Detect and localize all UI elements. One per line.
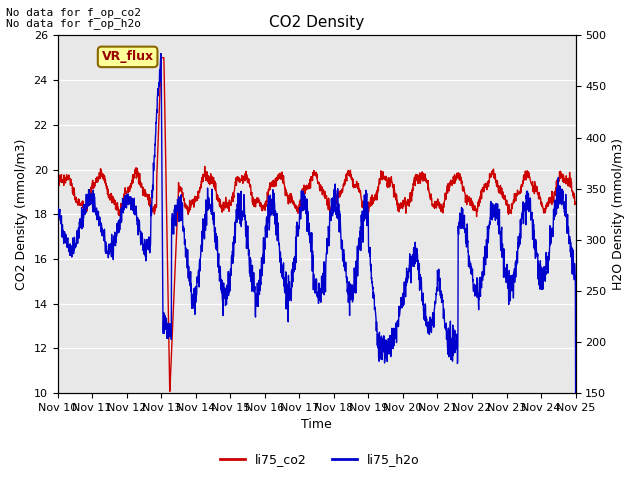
Title: CO2 Density: CO2 Density xyxy=(269,15,364,30)
Y-axis label: CO2 Density (mmol/m3): CO2 Density (mmol/m3) xyxy=(15,139,28,290)
Y-axis label: H2O Density (mmol/m3): H2O Density (mmol/m3) xyxy=(612,138,625,290)
Text: No data for f_op_h2o: No data for f_op_h2o xyxy=(6,18,141,29)
Text: VR_flux: VR_flux xyxy=(102,50,154,63)
X-axis label: Time: Time xyxy=(301,419,332,432)
Text: No data for f_op_co2: No data for f_op_co2 xyxy=(6,7,141,18)
Legend: li75_co2, li75_h2o: li75_co2, li75_h2o xyxy=(215,448,425,471)
